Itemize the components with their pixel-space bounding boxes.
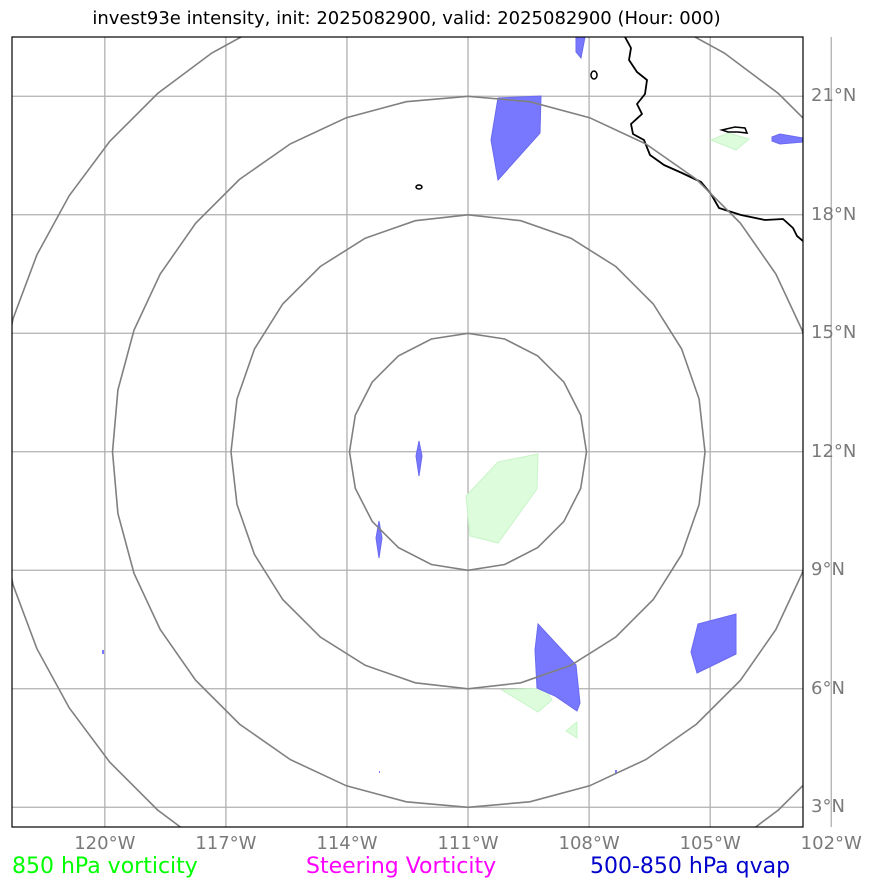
qvap-region [690,613,737,674]
qvap-region [575,37,586,60]
lat-tick-label: 15°N [811,322,857,344]
coastline [415,37,803,242]
qvap-500-850-contours [102,37,803,773]
vorticity-region [500,687,553,713]
lat-tick-label: 3°N [811,796,845,818]
qvap-region [615,770,617,773]
lat-tick-label: 9°N [811,559,845,581]
qvap-region [771,133,803,145]
lon-tick-label: 105°W [679,833,741,854]
lat-tick-label: 21°N [811,85,857,107]
vorticity-region [565,720,578,739]
range-ring [111,95,803,809]
legend-850hpa-vorticity: 850 hPa vorticity [12,854,198,879]
map-title: invest93e intensity, init: 2025082900, v… [92,8,721,29]
vorticity-850-contours [465,132,751,739]
qvap-region [534,622,581,712]
lat-tick-label: 18°N [811,203,857,225]
qvap-region [415,440,423,477]
lat-lon-grid [12,37,832,827]
island [415,184,423,190]
coastline-peninsula-tip [719,126,749,134]
coastline-mainland [624,37,803,242]
qvap-region [490,95,542,182]
lon-tick-label: 102°W [800,833,862,854]
plot-frame [11,36,804,828]
lon-tick-label: 111°W [437,833,499,854]
legend-steering-vorticity: Steering Vorticity [306,854,497,879]
vorticity-region [465,453,539,544]
lon-tick-label: 120°W [74,833,136,854]
lon-tick-label: 117°W [195,833,257,854]
qvap-region [102,650,104,654]
lon-tick-label: 108°W [558,833,620,854]
lat-tick-label: 12°N [811,440,857,462]
vorticity-region [709,132,751,151]
legend-qvap: 500-850 hPa qvap [590,854,791,879]
lon-tick-label: 114°W [316,833,378,854]
lat-tick-label: 6°N [811,677,845,699]
range-ring [230,213,706,690]
range-ring [348,332,588,572]
island [590,70,598,80]
qvap-region [379,771,380,773]
